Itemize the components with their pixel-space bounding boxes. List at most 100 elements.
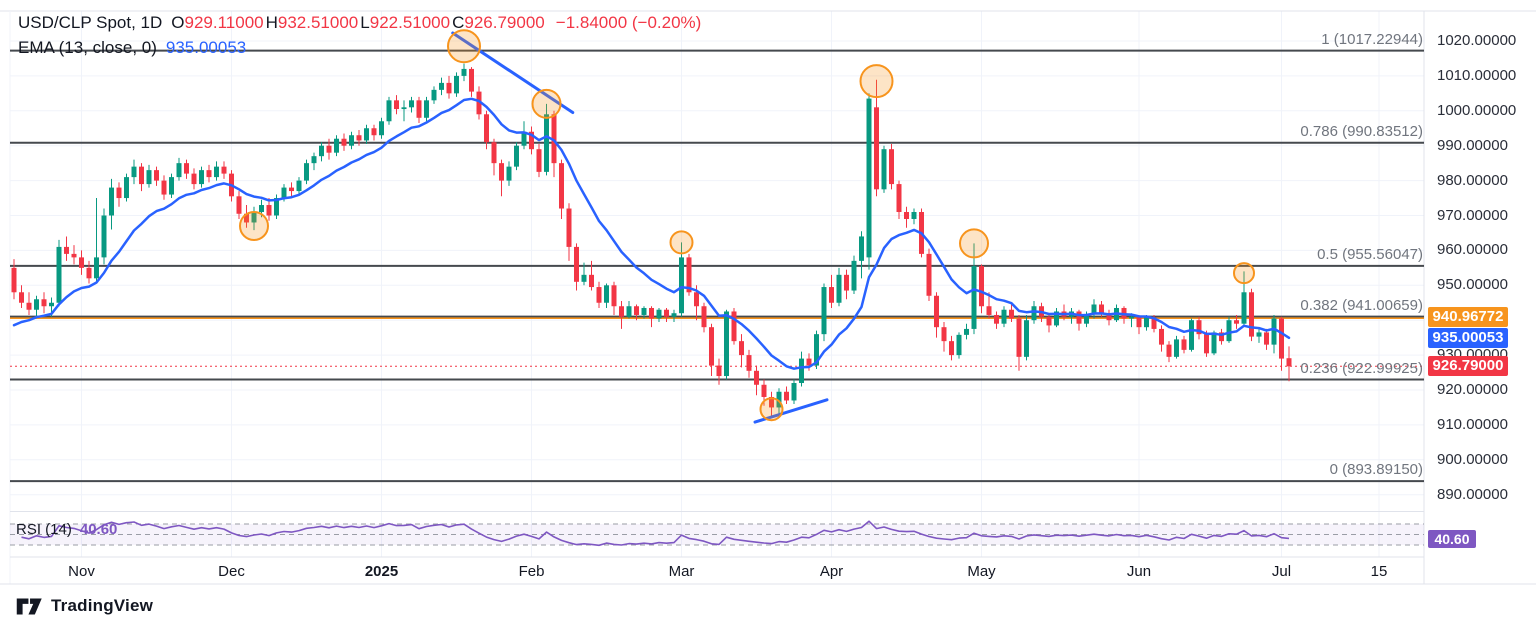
- candle-body: [56, 246, 62, 303]
- candle-body: [589, 274, 594, 288]
- candle-body: [769, 396, 774, 408]
- candle-body: [1286, 358, 1292, 367]
- price-badge: 940.96772: [1428, 306, 1508, 327]
- candle-body: [461, 68, 467, 76]
- candle-body: [431, 89, 437, 101]
- candle-body: [1196, 320, 1202, 335]
- main-series-legend[interactable]: USD/CLP Spot, 1D O929.11000 H932.51000 L92…: [18, 13, 701, 33]
- candle-body: [116, 187, 122, 199]
- candle-body: [1181, 339, 1187, 350]
- candle-body: [424, 100, 429, 118]
- candle-body: [551, 114, 557, 164]
- ema-legend[interactable]: EMA (13, close, 0) 935.00053: [18, 38, 246, 58]
- candle-body: [184, 163, 189, 174]
- candle-body: [146, 170, 152, 185]
- candle-body: [1279, 318, 1284, 359]
- highlight-circle[interactable]: [239, 210, 269, 241]
- candle-body: [484, 114, 489, 143]
- highlight-circle[interactable]: [669, 230, 694, 255]
- tradingview-logo-link[interactable]: TradingView: [16, 596, 153, 616]
- candle-body: [1136, 316, 1142, 328]
- candle-body: [784, 391, 789, 401]
- candle-body: [544, 114, 549, 172]
- candle-body: [244, 213, 249, 223]
- candle-body: [469, 68, 474, 92]
- time-axis-label: Jul: [1271, 563, 1292, 580]
- candle-body: [1204, 334, 1209, 354]
- symbol-title: USD/CLP Spot, 1D: [18, 13, 163, 32]
- highlight-circle[interactable]: [531, 88, 562, 119]
- candle-body: [671, 313, 677, 317]
- candle-body: [311, 156, 317, 164]
- candle-body: [971, 266, 977, 329]
- rsi-legend[interactable]: RSI (14) 40.60: [16, 521, 117, 538]
- candle-body: [964, 328, 969, 335]
- candle-body: [109, 187, 114, 216]
- candle-body: [874, 107, 879, 190]
- fib-level-label: 0 (893.89150): [1329, 461, 1423, 479]
- candle-body: [1046, 316, 1052, 326]
- candle-body: [274, 198, 279, 216]
- price-axis-label: 890.00000: [1437, 485, 1508, 503]
- time-axis-label: Mar: [668, 563, 695, 580]
- ema-value: 935.00053: [165, 38, 247, 57]
- price-axis-label: 910.00000: [1437, 415, 1508, 433]
- candle-body: [334, 138, 339, 153]
- candle-body: [1256, 332, 1262, 337]
- candle-body: [844, 274, 849, 291]
- candles-layer: [11, 63, 1292, 417]
- price-axis-label: 950.00000: [1437, 276, 1508, 294]
- candle-body: [1091, 304, 1097, 314]
- candle-body: [806, 358, 812, 366]
- candle-body: [476, 91, 482, 115]
- candle-body: [1166, 344, 1172, 357]
- candle-body: [491, 142, 497, 164]
- candle-body: [656, 309, 662, 319]
- trendline[interactable]: [451, 31, 575, 115]
- time-axis-label: 15: [1370, 563, 1388, 580]
- candle-body: [514, 145, 519, 167]
- candle-body: [26, 302, 32, 310]
- candle-body: [694, 292, 699, 307]
- price-axis-label: 960.00000: [1437, 241, 1508, 259]
- candle-body: [626, 306, 632, 317]
- candle-body: [236, 196, 242, 214]
- candle-body: [799, 358, 804, 384]
- time-axis-label: Nov: [68, 563, 95, 580]
- candle-body: [416, 100, 422, 118]
- candle-body: [619, 306, 624, 317]
- candle-body: [814, 334, 819, 366]
- fib-level-label: 0.236 (922.99925): [1300, 359, 1423, 377]
- rsi-value: 40.60: [79, 521, 118, 538]
- highlight-circle[interactable]: [447, 29, 481, 64]
- candle-body: [446, 82, 452, 94]
- highlight-circle[interactable]: [759, 397, 784, 422]
- candle-body: [124, 177, 129, 199]
- candle-body: [829, 287, 834, 303]
- candle-body: [911, 212, 917, 219]
- time-axis-label: May: [967, 563, 996, 580]
- candle-body: [529, 131, 534, 150]
- candle-body: [746, 355, 752, 371]
- candle-body: [1271, 318, 1277, 345]
- highlight-circle[interactable]: [959, 228, 989, 259]
- candle-body: [199, 170, 204, 185]
- candle-body: [716, 365, 722, 377]
- ohlc-number: 926.79000: [464, 13, 545, 32]
- candle-body: [401, 107, 407, 110]
- candle-body: [1099, 304, 1104, 314]
- candle-body: [836, 274, 842, 303]
- highlight-circle[interactable]: [859, 64, 894, 99]
- brand-text: TradingView: [51, 596, 154, 615]
- candle-body: [731, 311, 737, 342]
- candle-body: [649, 307, 654, 319]
- candle-body: [866, 98, 872, 258]
- candle-body: [604, 285, 609, 303]
- candle-body: [439, 82, 444, 90]
- candle-body: [574, 246, 579, 282]
- candle-body: [41, 299, 47, 307]
- candle-body: [611, 285, 617, 307]
- highlight-circle[interactable]: [1233, 262, 1255, 285]
